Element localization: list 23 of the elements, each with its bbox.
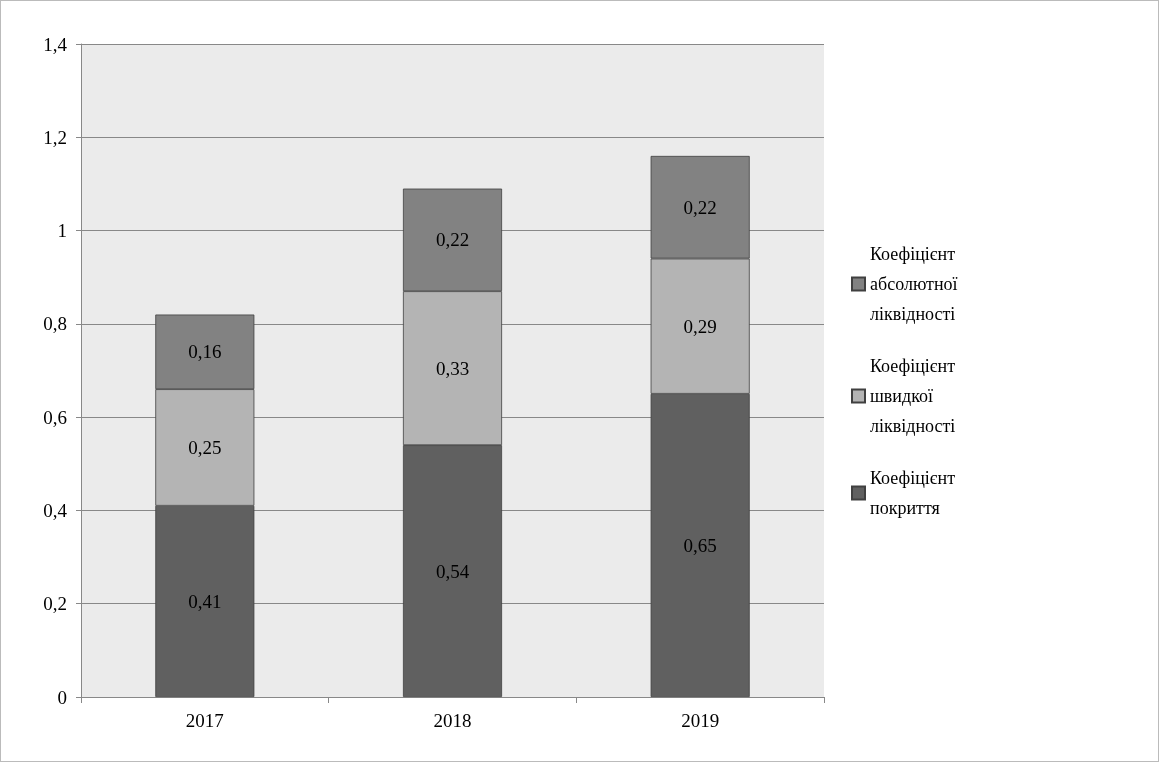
data-label: 0,22 — [683, 196, 717, 218]
data-label: 0,25 — [188, 436, 222, 458]
data-label: 0,41 — [188, 590, 222, 612]
y-tick-label: 1,2 — [43, 126, 67, 148]
data-label: 0,16 — [188, 341, 222, 363]
legend-label: Коефіцієнт швидкої ліквідності — [870, 356, 960, 436]
y-tick-label: 1,4 — [43, 33, 68, 55]
data-label: 0,22 — [435, 229, 470, 251]
y-tick-label: 0 — [57, 686, 67, 708]
legend-label: Коефіцієнт абсолютної ліквідності — [870, 244, 963, 324]
y-tick-label: 1 — [57, 220, 67, 242]
data-label: 0,54 — [435, 560, 470, 582]
data-label: 0,33 — [435, 357, 470, 379]
y-tick-label: 0,2 — [43, 593, 67, 615]
x-tick-label: 2017 — [185, 710, 224, 731]
data-label: 0,65 — [683, 534, 717, 556]
data-label: 0,29 — [683, 315, 717, 337]
y-tick-label: 0,8 — [43, 313, 67, 335]
y-tick-label: 0,6 — [43, 406, 67, 428]
x-tick-label: 2019 — [681, 710, 720, 731]
y-tick-label: 0,4 — [43, 499, 68, 521]
legend-label: Коефіцієнт покриття — [870, 468, 960, 518]
x-tick-label: 2018 — [433, 710, 472, 731]
